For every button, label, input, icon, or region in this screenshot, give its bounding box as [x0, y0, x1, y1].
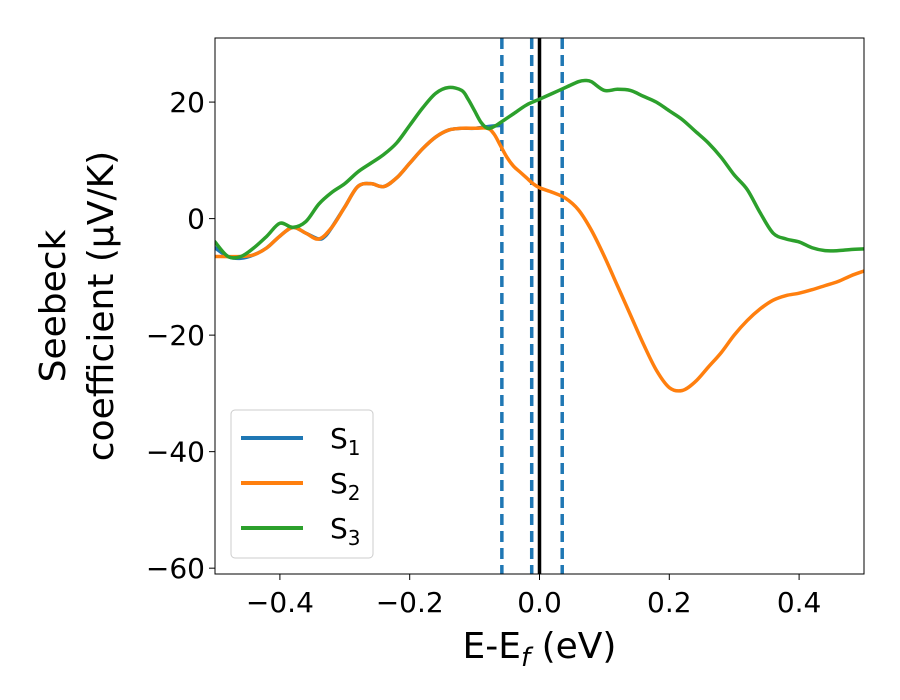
series-layer [215, 78, 864, 393]
x-tick-label: −0.4 [246, 586, 314, 619]
y-axis-ticks: −60 −40 −20 0 20 [146, 86, 215, 585]
x-axis-label: E-Ef (eV) [463, 626, 617, 673]
x-axis-ticks: −0.4 −0.2 0.0 0.2 0.4 [246, 574, 821, 619]
x-tick-label: 0.0 [517, 586, 562, 619]
legend-label-s3: S3 [330, 512, 361, 550]
y-tick-label: 20 [169, 86, 205, 119]
legend-label-s1: S1 [330, 422, 361, 460]
x-tick-label: 0.2 [647, 586, 692, 619]
y-tick-label: −60 [146, 552, 205, 585]
legend: S1 S2 S3 [230, 409, 374, 559]
x-axis-label-suffix: (eV) [530, 626, 616, 667]
x-tick-label: −0.2 [376, 586, 444, 619]
y-tick-label: −40 [146, 436, 205, 469]
reference-lines [500, 38, 564, 574]
y-axis-label-line1: Seebeck [33, 229, 74, 382]
series-line-s2 [215, 126, 864, 393]
x-tick-label: 0.4 [777, 586, 822, 619]
y-tick-label: −20 [146, 319, 205, 352]
x-axis-label-main: E-E [463, 626, 521, 667]
y-axis-label-line2: coefficient (μV/K) [81, 151, 122, 461]
series-line-s3 [215, 78, 864, 260]
y-tick-label: 0 [187, 203, 205, 236]
legend-label-s2: S2 [330, 467, 361, 505]
